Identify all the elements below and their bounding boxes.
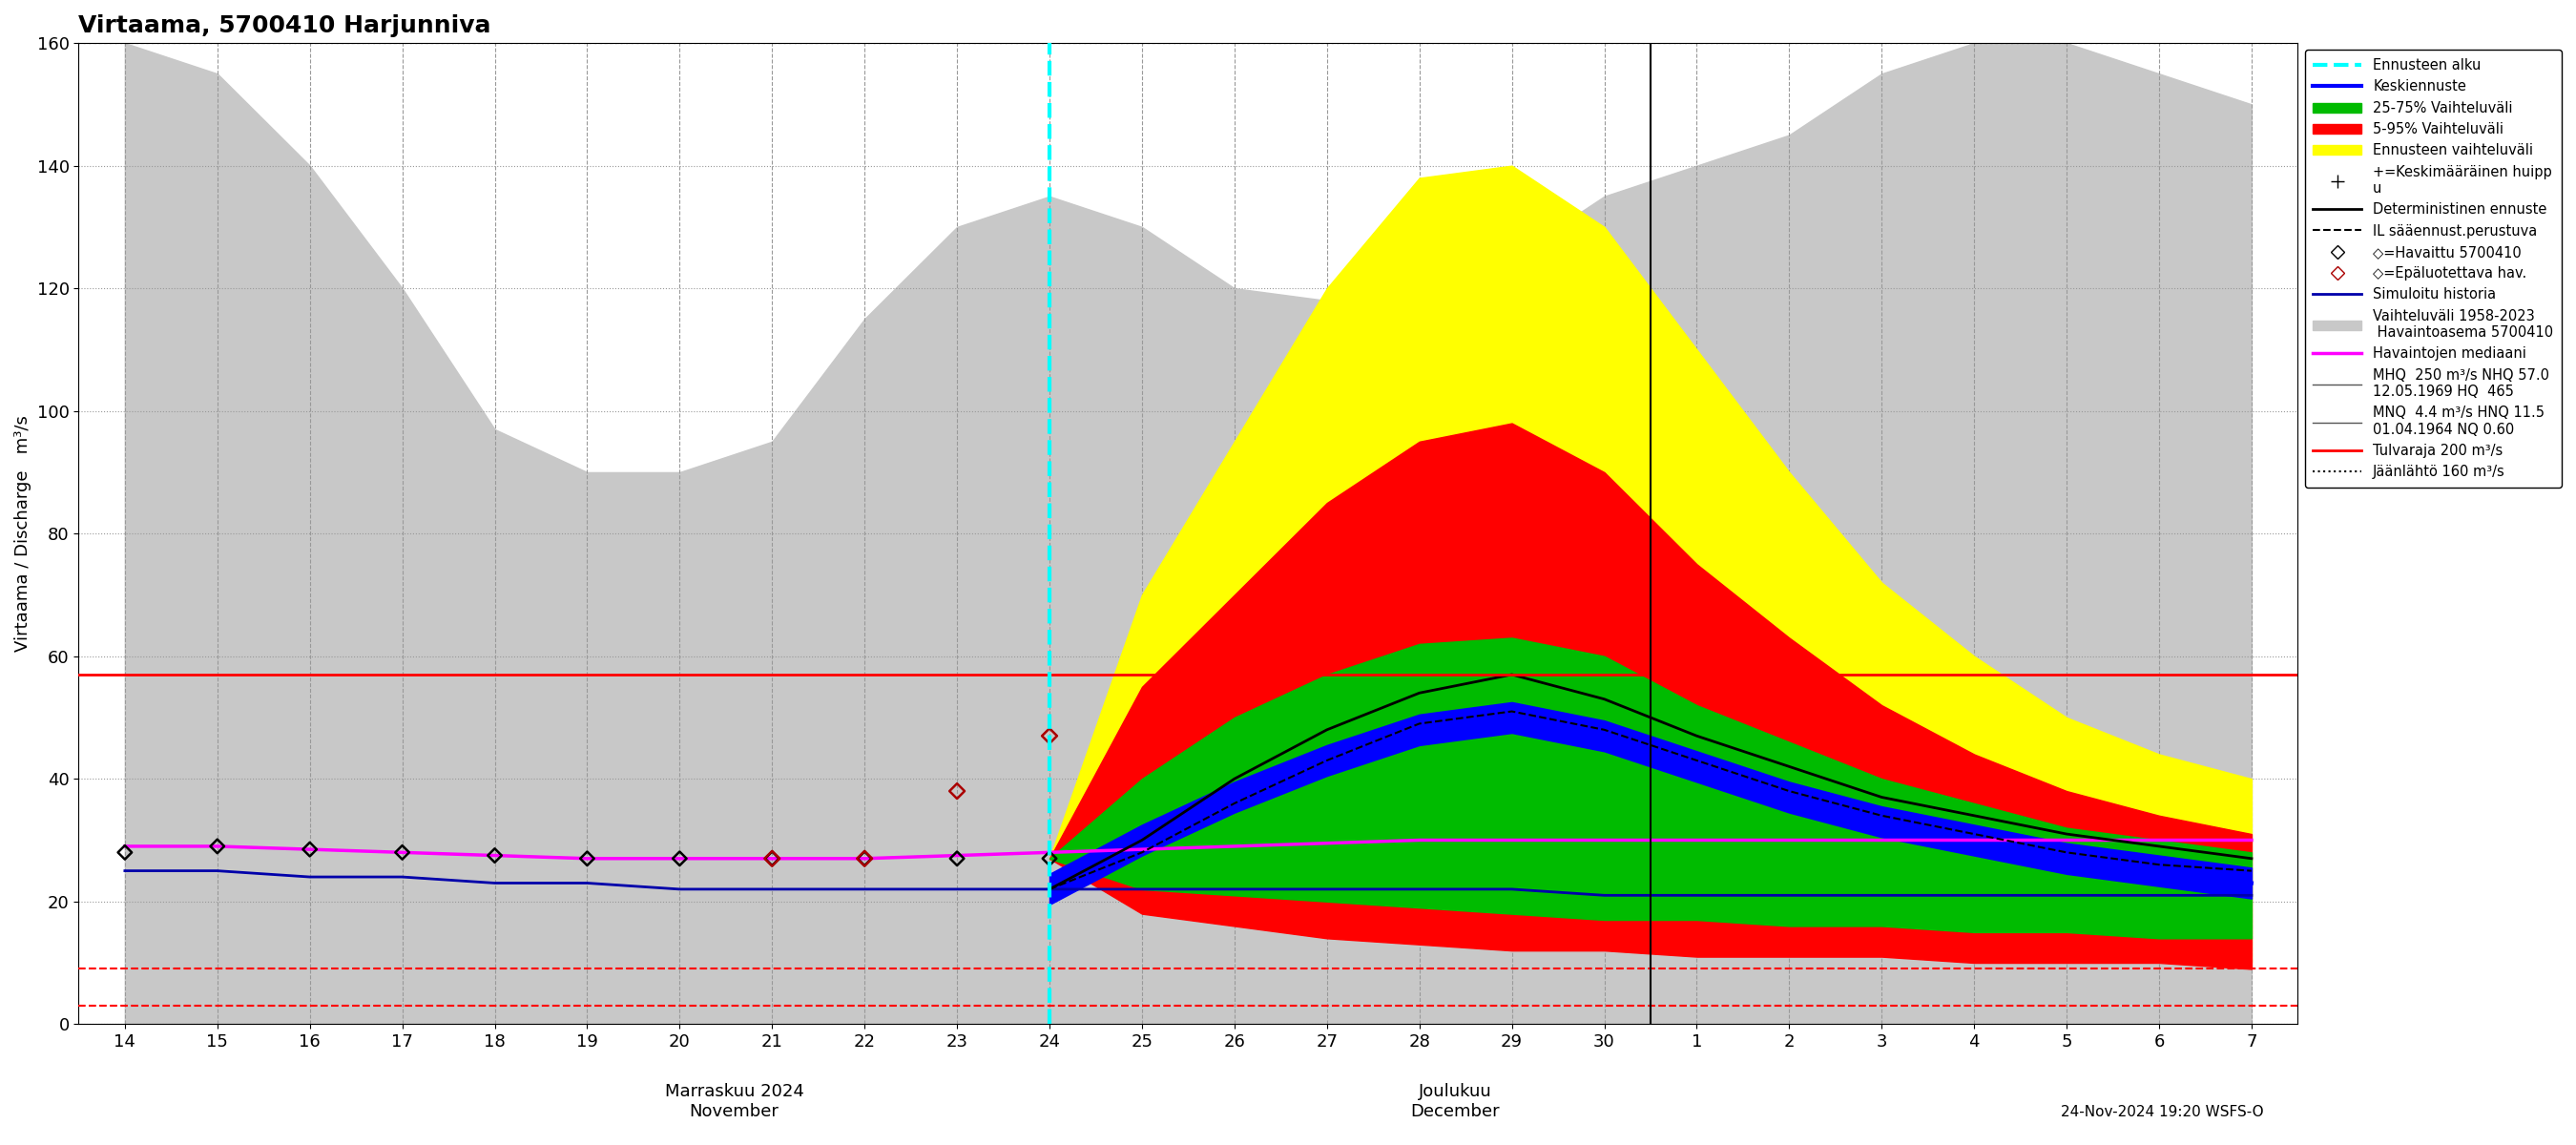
Point [196, 837, 237, 855]
Point [845, 850, 886, 868]
Point [845, 850, 886, 868]
Text: Marraskuu 2024
November: Marraskuu 2024 November [665, 1083, 804, 1120]
Point [474, 846, 515, 864]
Point [381, 843, 422, 861]
Point [567, 850, 608, 868]
Point [1028, 727, 1069, 745]
Text: 24-Nov-2024 19:20 WSFS-O: 24-Nov-2024 19:20 WSFS-O [2061, 1105, 2264, 1120]
Text: Virtaama, 5700410 Harjunniva: Virtaama, 5700410 Harjunniva [80, 14, 492, 37]
Point [659, 850, 701, 868]
Point [938, 782, 979, 800]
Point [752, 850, 793, 868]
Point [938, 850, 979, 868]
Point [103, 843, 144, 861]
Point [752, 850, 793, 868]
Point [1028, 850, 1069, 868]
Legend: Ennusteen alku, Keskiennuste, 25-75% Vaihteluväli, 5-95% Vaihteluväli, Ennusteen: Ennusteen alku, Keskiennuste, 25-75% Vai… [2306, 50, 2561, 488]
Y-axis label: Virtaama / Discharge   m³/s: Virtaama / Discharge m³/s [15, 416, 31, 652]
Text: Joulukuu
December: Joulukuu December [1412, 1083, 1499, 1120]
Point [289, 840, 330, 859]
